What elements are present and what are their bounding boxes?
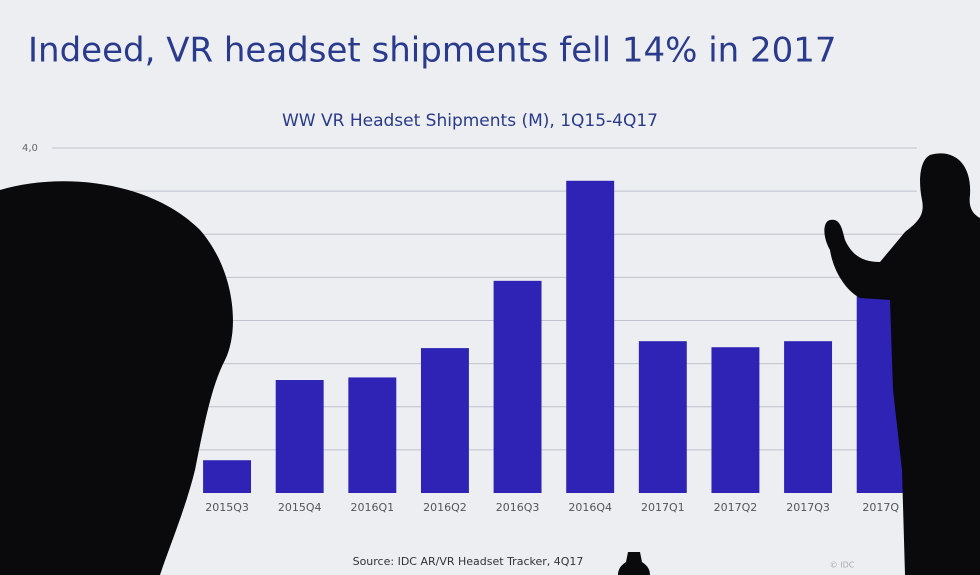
- x-tick-label: 2016Q3: [496, 501, 540, 514]
- audience-silhouette: [0, 181, 233, 575]
- x-tick-label: 2016Q2: [423, 501, 467, 514]
- x-tick-label: 2017Q2: [714, 501, 758, 514]
- bar: [203, 460, 252, 493]
- bar: [638, 341, 687, 493]
- bar: [566, 180, 615, 493]
- x-tick-label: 2015Q3: [205, 501, 249, 514]
- silhouettes: [0, 153, 980, 575]
- bar: [420, 348, 469, 493]
- bottle-silhouette: [618, 552, 650, 575]
- x-tick-label: 2016Q4: [568, 501, 612, 514]
- bar: [275, 380, 324, 493]
- x-tick-label: 2016Q1: [350, 501, 394, 514]
- source: Source: IDC AR/VR Headset Tracker, 4Q17: [353, 555, 584, 568]
- x-tick-label: 2015Q4: [278, 501, 322, 514]
- copyright: © IDC: [830, 561, 855, 570]
- bar: [784, 341, 833, 493]
- y-tick-label: 4,0: [22, 143, 38, 154]
- presenter-silhouette: [824, 153, 980, 575]
- x-tick-label: 2017Q3: [786, 501, 830, 514]
- bar: [711, 347, 760, 493]
- bar: [493, 280, 542, 493]
- x-tick-label: 2017Q: [862, 501, 899, 514]
- bar: [348, 377, 397, 493]
- headline: Indeed, VR headset shipments fell 14% in…: [28, 31, 837, 71]
- x-tick-label: 2017Q1: [641, 501, 685, 514]
- chart-title: WW VR Headset Shipments (M), 1Q15-4Q17: [282, 111, 658, 131]
